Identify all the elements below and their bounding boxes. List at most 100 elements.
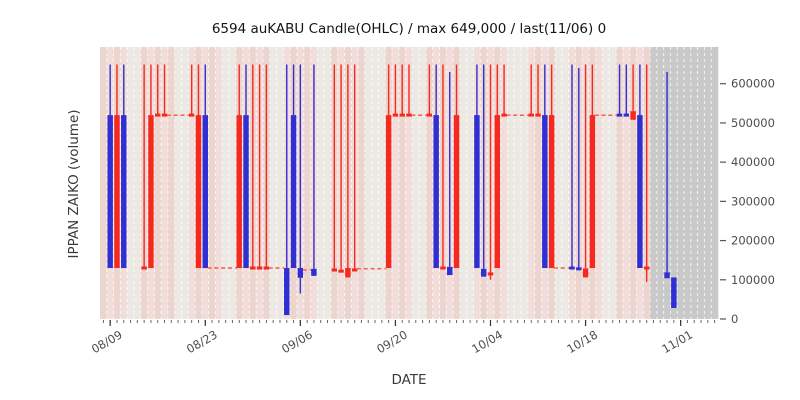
candle-body	[236, 115, 242, 269]
y-tick-label: 600000	[731, 77, 775, 91]
day-band	[514, 47, 522, 319]
day-band	[269, 47, 277, 319]
day-band	[371, 47, 379, 319]
day-band	[100, 47, 108, 319]
day-band	[358, 47, 366, 319]
candle-body	[297, 268, 304, 278]
flat-open-close-tick	[487, 272, 494, 276]
day-band	[527, 47, 535, 319]
flat-open-close-tick	[576, 267, 582, 271]
flat-open-close-tick	[141, 266, 147, 270]
candle-series	[107, 64, 677, 316]
day-band	[229, 47, 237, 319]
day-band	[174, 47, 182, 319]
flat-open-close-tick	[535, 113, 541, 117]
flat-open-close-tick	[161, 113, 168, 117]
day-band	[521, 47, 529, 319]
day-band	[500, 47, 508, 319]
flat-open-close-tick	[155, 113, 161, 117]
candle-body	[453, 115, 460, 269]
day-band	[127, 47, 135, 319]
day-band	[181, 47, 189, 319]
flat-open-close-tick	[338, 269, 344, 273]
candle-body	[195, 115, 202, 269]
day-band	[392, 47, 400, 319]
y-axis-label: IPPAN ZAIKO (volume)	[66, 109, 82, 258]
y-tick-label: 400000	[731, 155, 775, 169]
day-band	[555, 47, 563, 319]
day-band	[677, 47, 685, 319]
candle-body	[582, 268, 589, 278]
day-band	[459, 47, 468, 319]
x-tick-label: 08/23	[184, 327, 220, 356]
day-band	[466, 47, 474, 319]
day-band	[561, 47, 569, 319]
flat-open-close-tick	[440, 266, 446, 270]
candle-body	[480, 268, 487, 277]
flat-open-close-tick	[263, 266, 270, 270]
y-tick-label: 500000	[731, 116, 775, 130]
candle-body	[494, 115, 501, 269]
day-band	[684, 47, 692, 319]
day-band	[609, 47, 617, 319]
candle-body	[290, 115, 297, 269]
day-band	[650, 47, 658, 319]
candle-body	[433, 115, 439, 269]
candle-body	[284, 268, 290, 316]
candle-body	[243, 115, 249, 269]
y-tick-label: 300000	[731, 194, 775, 208]
day-band	[622, 47, 631, 319]
day-band	[405, 47, 413, 319]
candle-body	[664, 272, 670, 279]
flat-open-close-tick	[528, 113, 534, 117]
day-band	[670, 47, 678, 319]
day-band	[425, 47, 434, 319]
candle-body	[202, 115, 208, 269]
day-band	[208, 47, 216, 319]
y-tick-label: 100000	[731, 273, 775, 287]
flat-open-close-tick	[426, 113, 433, 117]
x-tick-label: 10/04	[469, 327, 505, 356]
day-band	[215, 47, 223, 319]
candle-body	[107, 115, 113, 269]
x-tick-label: 09/20	[374, 327, 410, 356]
chart-title: 6594 auKABU Candle(OHLC) / max 649,000 /…	[212, 21, 606, 37]
candle-body	[542, 115, 548, 269]
day-band	[595, 47, 603, 319]
flat-open-close-tick	[623, 113, 630, 117]
day-band	[378, 47, 386, 319]
day-band	[398, 47, 406, 319]
flat-open-close-tick	[331, 268, 338, 272]
day-band	[412, 47, 420, 319]
day-band	[602, 47, 610, 319]
day-band	[697, 47, 705, 319]
flat-open-close-tick	[643, 266, 650, 270]
x-tick-label: 09/06	[279, 327, 315, 356]
day-band	[534, 47, 542, 319]
candle-body	[671, 277, 677, 309]
day-band	[690, 47, 698, 319]
day-band	[711, 47, 719, 319]
day-band	[616, 47, 624, 319]
candle-body	[637, 115, 643, 269]
flat-open-close-tick	[399, 113, 405, 117]
day-band	[507, 47, 515, 319]
flat-open-close-tick	[250, 266, 256, 270]
day-band	[303, 47, 311, 319]
flat-open-close-tick	[256, 266, 263, 270]
day-band	[188, 47, 196, 319]
day-band	[154, 47, 162, 319]
flat-open-close-tick	[406, 113, 412, 117]
day-band	[324, 47, 332, 319]
day-band	[364, 47, 372, 319]
day-band	[317, 47, 325, 319]
day-band	[167, 47, 176, 319]
candle-body	[548, 115, 555, 269]
candle-body	[630, 111, 636, 120]
flat-open-close-tick	[501, 113, 507, 117]
y-tick-label: 0	[731, 312, 738, 326]
day-band	[656, 47, 664, 319]
flat-open-close-tick	[188, 113, 195, 117]
